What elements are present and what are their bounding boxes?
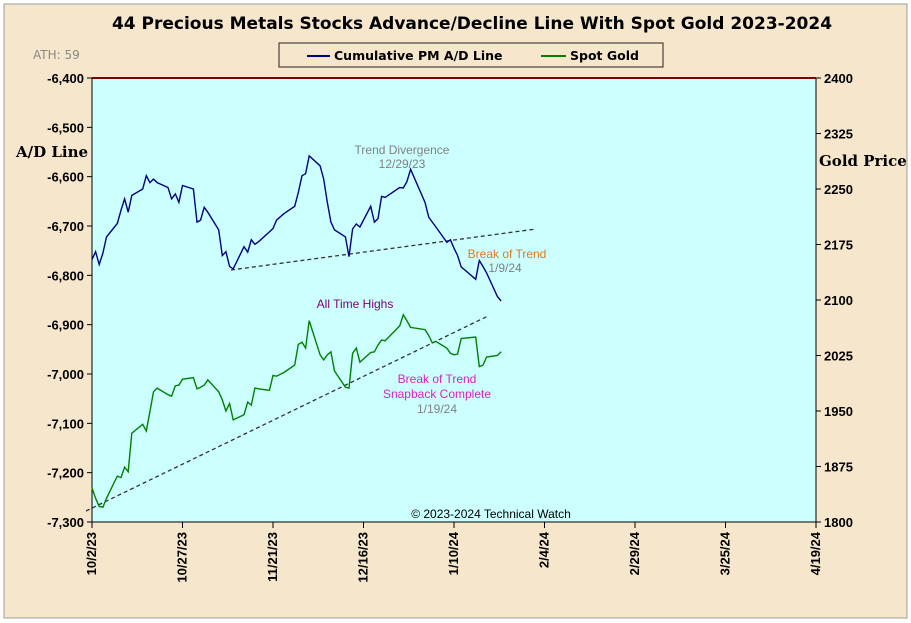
series-ad-line: [91, 154, 502, 302]
annotation-break-of-trend-2-date: 1/19/24: [417, 402, 457, 416]
annotation-break-of-trend-1-date: 1/9/24: [488, 261, 522, 275]
ath-label: ATH: 59: [33, 48, 80, 62]
right-tick-label: 1875: [824, 460, 853, 475]
ad-trend-line: [230, 228, 537, 271]
right-axis-label: Gold Price: [819, 152, 907, 170]
right-tick-label: 1800: [824, 515, 853, 530]
annotation-trend-divergence: Trend Divergence: [355, 143, 450, 157]
right-tick-label: 1950: [824, 404, 853, 419]
left-tick-label: -6,900: [47, 318, 84, 333]
annotation-break-of-trend-2: Break of Trend: [398, 372, 477, 386]
right-axis-ticks: 2400 2325 2250 2175 2100 2025 1950 1875 1800: [816, 71, 853, 530]
x-tick-label: 1/10/24: [446, 531, 461, 575]
left-tick-label: -7,100: [47, 416, 84, 431]
left-tick-label: -6,600: [47, 170, 84, 185]
left-tick-label: -7,200: [47, 466, 84, 481]
copyright-text: © 2023-2024 Technical Watch: [411, 507, 571, 521]
annotation-all-time-highs: All Time Highs: [317, 297, 394, 311]
left-tick-label: -6,700: [47, 219, 84, 234]
x-tick-label: 10/27/23: [175, 532, 190, 583]
x-tick-label: 12/16/23: [356, 532, 371, 583]
left-tick-label: -7,300: [47, 515, 84, 530]
x-axis-ticks: 10/2/23 10/27/23 11/21/23 12/16/23 1/10/24 2/…: [84, 522, 823, 583]
left-tick-label: -6,800: [47, 268, 84, 283]
x-tick-label: 10/2/23: [84, 532, 99, 575]
legend-label-ad-line: Cumulative PM A/D Line: [334, 48, 503, 63]
right-tick-label: 2025: [824, 349, 853, 364]
gold-trend-line: [85, 315, 489, 512]
annotation-break-of-trend-1: Break of Trend: [468, 247, 547, 261]
left-tick-label: -6,500: [47, 120, 84, 135]
annotation-snapback-complete: Snapback Complete: [383, 387, 491, 401]
legend-box: [278, 42, 664, 68]
right-tick-label: 2250: [824, 182, 853, 197]
right-tick-label: 2325: [824, 127, 853, 142]
right-tick-label: 2175: [824, 238, 853, 253]
chart-title: 44 Precious Metals Stocks Advance/Declin…: [112, 14, 832, 34]
left-axis-label: A/D Line: [15, 143, 88, 161]
x-tick-label: 2/29/24: [627, 531, 642, 575]
right-tick-label: 2100: [824, 293, 853, 308]
plot-area: [92, 78, 816, 522]
left-tick-label: -6,400: [47, 71, 84, 86]
right-tick-label: 2400: [824, 71, 853, 86]
x-tick-label: 11/21/23: [265, 532, 280, 582]
left-tick-label: -7,000: [47, 367, 84, 382]
left-axis-ticks: -6,400 -6,500 -6,600 -6,700 -6,800 -6,900 -7,0…: [47, 71, 92, 530]
legend: Cumulative PM A/D Line Spot Gold: [278, 42, 664, 68]
legend-label-gold: Spot Gold: [570, 48, 639, 63]
x-tick-label: 4/19/24: [808, 531, 823, 575]
series-spot-gold: [91, 313, 502, 508]
x-tick-label: 3/25/24: [718, 531, 733, 575]
annotation-trend-divergence-date: 12/29/23: [379, 157, 426, 171]
x-tick-label: 2/4/24: [537, 531, 552, 568]
